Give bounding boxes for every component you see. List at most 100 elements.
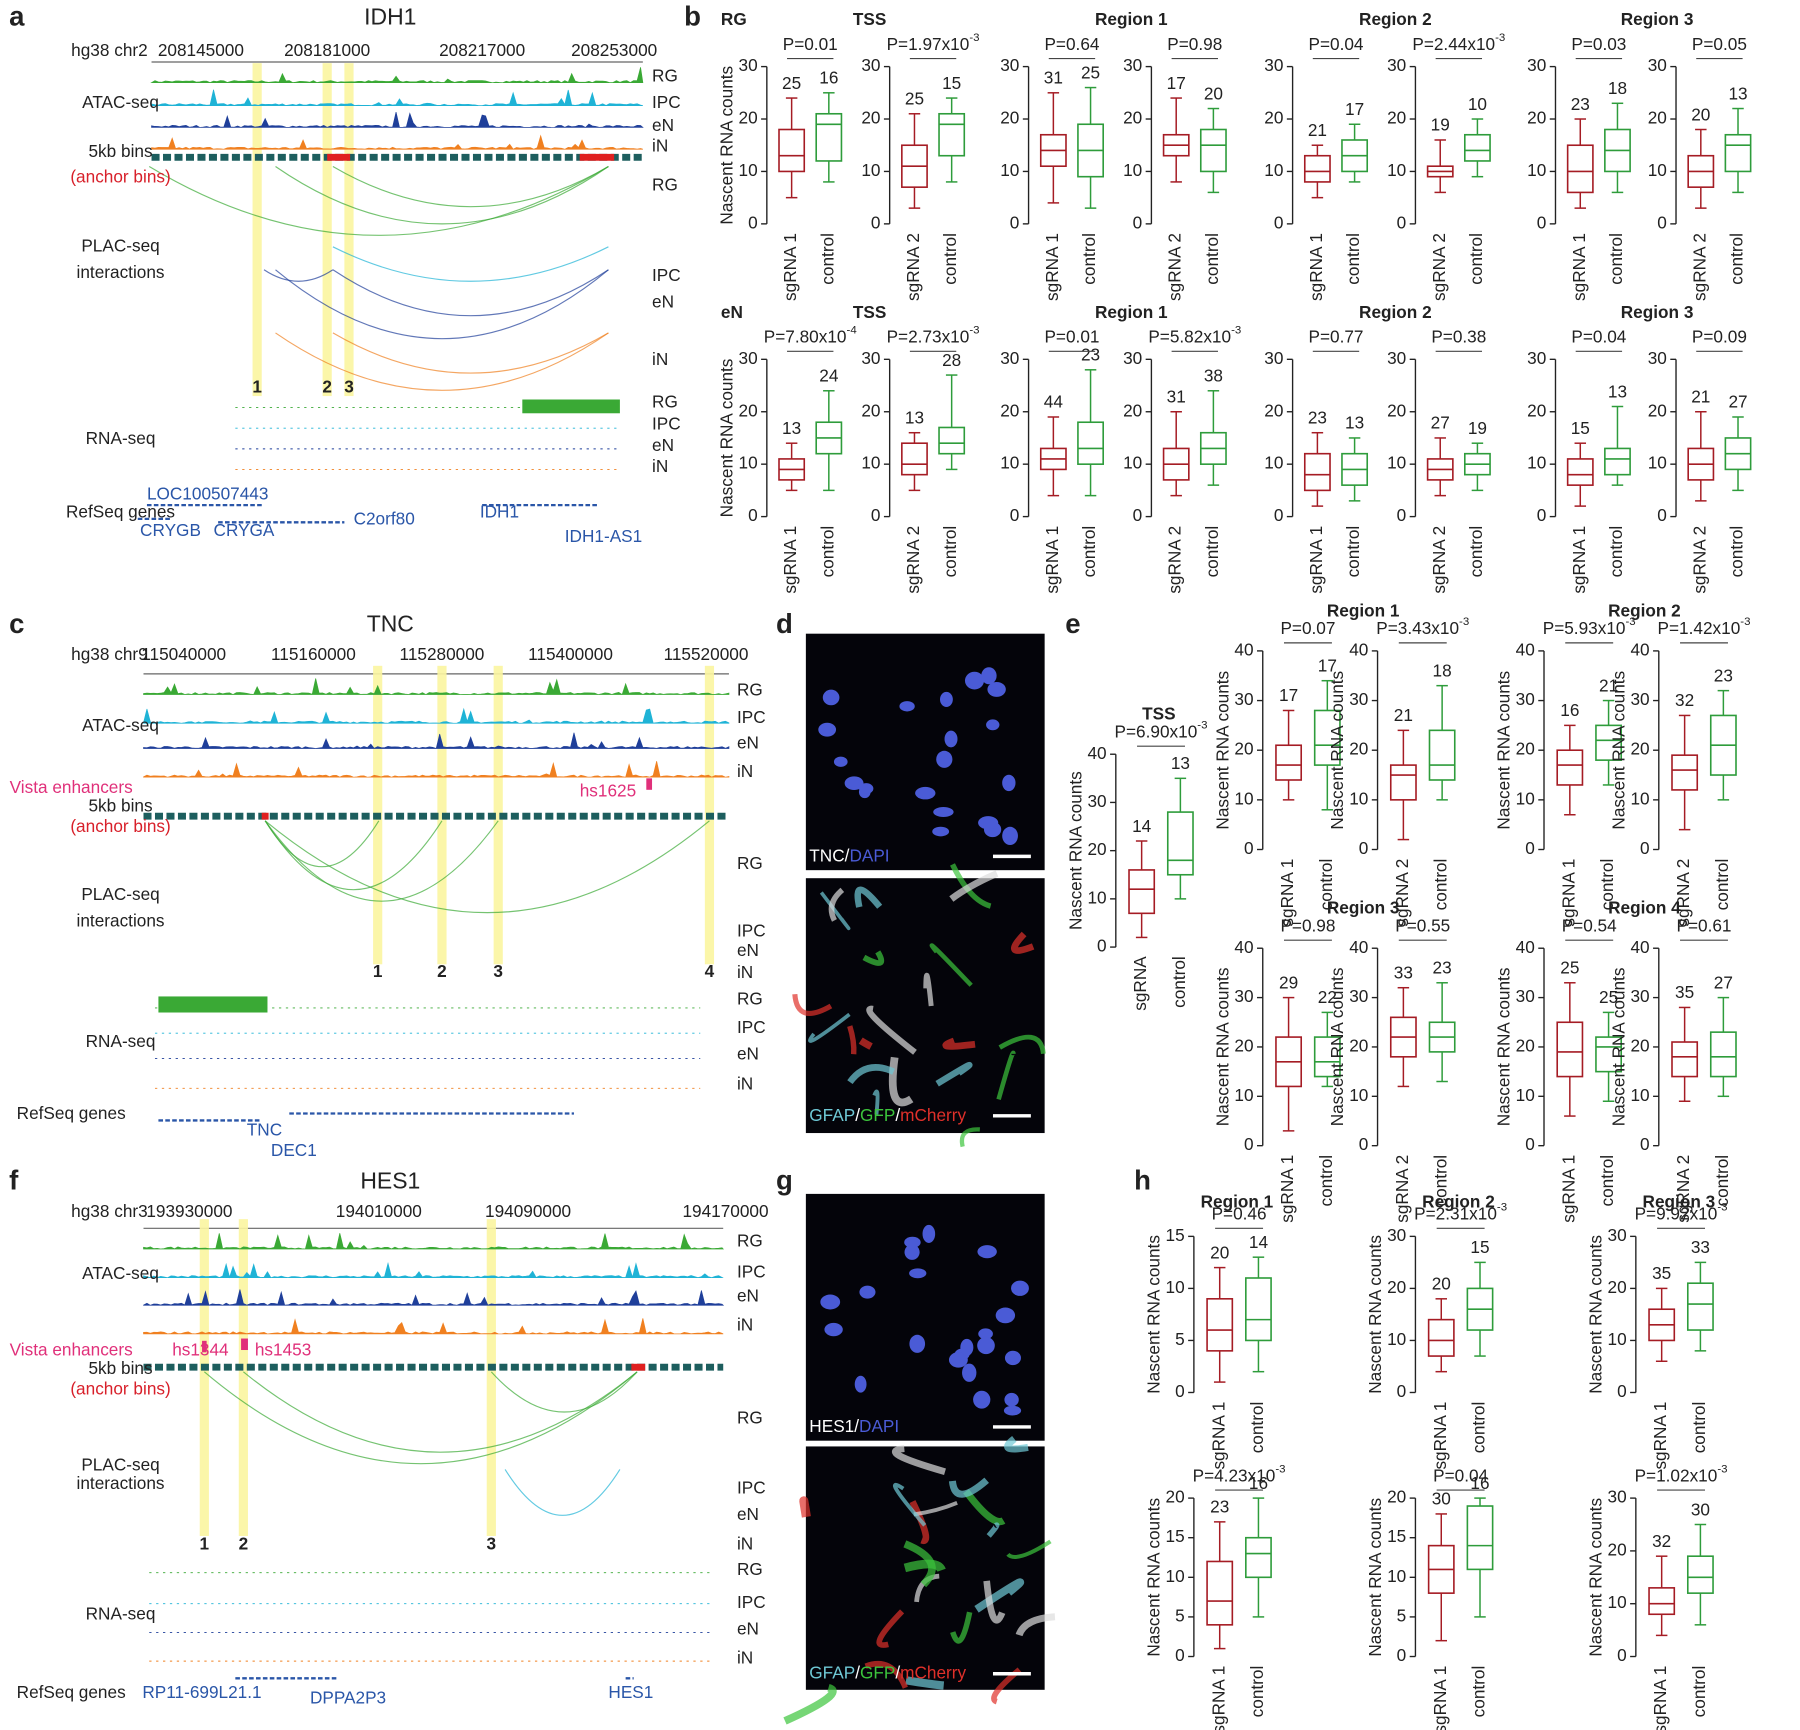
nucleus [1002, 774, 1016, 792]
nucleus [987, 681, 1006, 697]
cell-process [983, 1580, 1006, 1624]
n-label: 44 [1044, 392, 1064, 412]
track-label: RefSeq genes [66, 502, 175, 522]
p-value: P=2.73x10-3 [887, 325, 980, 346]
signal-track [151, 134, 643, 150]
plac-arc [203, 1371, 638, 1465]
box [1566, 144, 1594, 194]
region-title: Region 2 [1359, 9, 1432, 29]
n-label: 20 [1204, 83, 1223, 103]
group-label: control [817, 233, 837, 285]
p-text: P=0.54 [1562, 915, 1617, 935]
enhancer: hs1344 [172, 1340, 229, 1360]
y-tick-label: 0 [871, 505, 881, 525]
y-tick-label: 10 [1166, 1566, 1185, 1586]
p-text: P=0.04 [1308, 33, 1363, 53]
nucleus [995, 1307, 1016, 1324]
y-tick-label: 10 [1349, 788, 1368, 808]
cell-process [913, 1501, 958, 1517]
cell-type: iN [737, 1073, 753, 1093]
y-tick-label: 20 [739, 400, 758, 420]
y-tick-label: 30 [1527, 55, 1546, 75]
p-value: P=0.03 [1571, 33, 1626, 53]
y-tick-label: 10 [1648, 160, 1667, 180]
group-label: sgRNA [1130, 956, 1150, 1011]
gene-title: HES1 [360, 1167, 420, 1193]
n-label: 16 [1470, 1473, 1489, 1493]
cell-process [847, 1064, 895, 1085]
n-label: 20 [1691, 104, 1710, 124]
cell-type: RG [652, 175, 678, 195]
p-value: P=0.46 [1212, 1203, 1267, 1223]
group-label: sgRNA 2 [1429, 233, 1449, 301]
gene-name: DPPA2P3 [310, 1688, 386, 1708]
cell-type: iN [737, 761, 753, 781]
cell-type: iN [652, 349, 668, 369]
box [1389, 764, 1417, 801]
cell-process [1011, 931, 1035, 954]
highlight [493, 665, 503, 965]
plac-arc [264, 820, 710, 914]
p-text: P=5.82x10 [1148, 326, 1231, 346]
y-tick-label: 10 [1264, 453, 1283, 473]
n-label: 13 [1608, 381, 1627, 401]
box [1199, 128, 1227, 173]
highlight-number: 1 [200, 1534, 210, 1554]
y-tick-label: 10 [1349, 1085, 1368, 1105]
highlight [238, 1219, 248, 1536]
y-tick-label: 5 [1175, 1605, 1185, 1625]
cell-type: iN [737, 1534, 753, 1554]
cell-process [950, 863, 992, 909]
y-tick-label: 0 [1537, 212, 1547, 232]
track-label: RefSeq genes [17, 1682, 126, 1702]
highlight-number: 2 [239, 1534, 249, 1554]
nucleus [844, 776, 864, 790]
p-value: P=9.92x10-3 [1635, 1202, 1728, 1223]
signal-track [143, 732, 730, 749]
plac-arc [243, 1371, 638, 1453]
stain-part: DAPI [849, 845, 889, 865]
p-value: P=0.04 [1433, 1465, 1488, 1485]
cell-process [864, 1660, 908, 1689]
y-tick-label: 30 [1349, 689, 1368, 709]
n-label: 13 [1728, 83, 1747, 103]
nucleus [977, 1336, 995, 1355]
y-tick-label: 10 [739, 160, 758, 180]
region-title: Region 1 [1327, 600, 1400, 620]
group-label: control [1079, 526, 1099, 578]
group-label: control [1469, 1402, 1489, 1454]
y-tick-label: 10 [1630, 788, 1649, 808]
group-label: sgRNA 1 [780, 233, 800, 301]
p-exponent: -3 [1495, 32, 1505, 44]
y-tick-label: 10 [1387, 160, 1406, 180]
y-tick-label: 10 [1387, 453, 1406, 473]
cell-process [866, 1005, 917, 1055]
panel-label: g [776, 1165, 793, 1196]
cell-process [858, 1037, 873, 1050]
cell-process [1015, 1613, 1056, 1637]
y-tick-label: 0 [1657, 505, 1667, 525]
n-label: 18 [1608, 78, 1627, 98]
group-label: control [1606, 526, 1626, 578]
group-label: control [1466, 233, 1486, 285]
p-text: P=0.04 [1433, 1465, 1488, 1485]
stain-label: TNC/DAPI [809, 845, 889, 865]
p-text: P=0.55 [1395, 915, 1450, 935]
nucleus [854, 1375, 867, 1393]
track-label: interactions [77, 910, 165, 930]
group-label: sgRNA 1 [1569, 526, 1589, 594]
nucleus [859, 1285, 876, 1299]
n-label: 20 [1432, 1274, 1451, 1294]
marks: RGIPCeNiNRGIPCeNiNRGIPCeNiNRGIPCeNiNRGIP… [652, 9, 1752, 1730]
p-value: P=0.38 [1431, 326, 1486, 346]
highlight [486, 1219, 496, 1536]
n-label: 25 [1599, 987, 1618, 1007]
n-label: 15 [1571, 418, 1590, 438]
cell-type: eN [737, 1619, 759, 1639]
group-label: control [1727, 526, 1747, 578]
highlight [322, 63, 332, 397]
p-exponent: -3 [1197, 720, 1207, 732]
nucleus [909, 1334, 926, 1353]
group-label: control [1343, 526, 1363, 578]
y-tick-label: 30 [1234, 986, 1253, 1006]
